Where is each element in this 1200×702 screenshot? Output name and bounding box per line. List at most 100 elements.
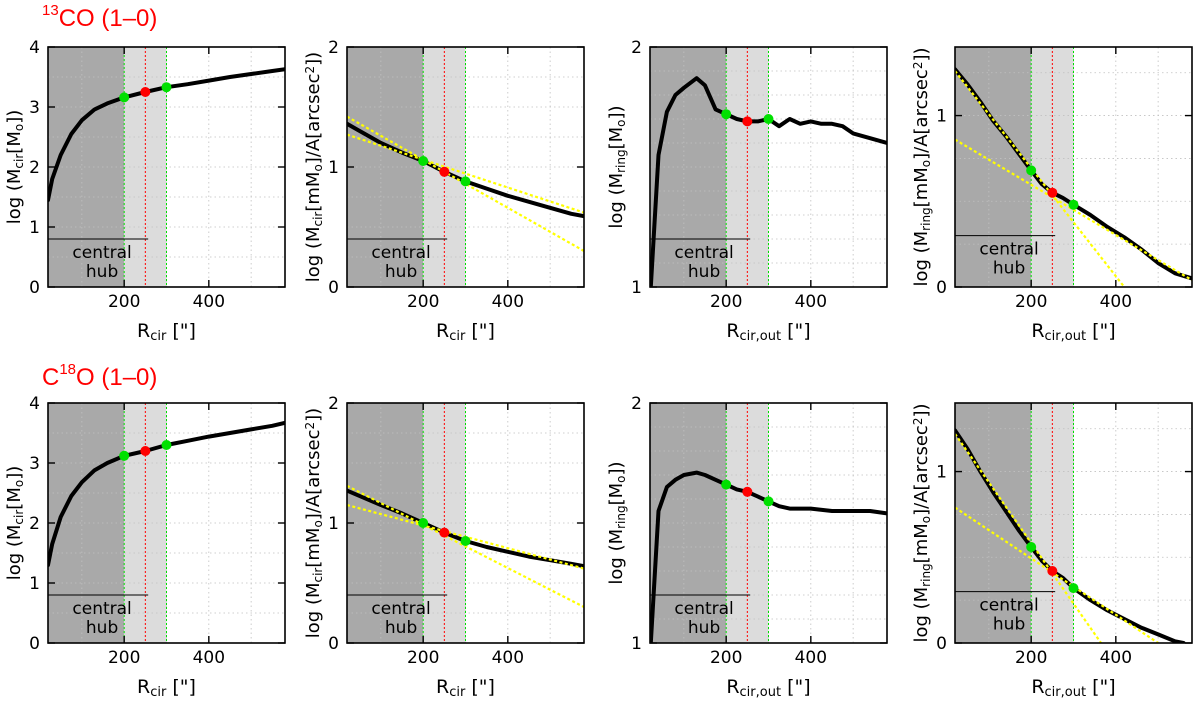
fit-line-1 (347, 484, 584, 608)
central-hub-region (955, 403, 1032, 643)
hub-label-line-1: central (72, 599, 131, 619)
plot-frame (954, 46, 1193, 288)
y-tick-label: 1 (631, 634, 642, 654)
x-tick-label: 400 (1100, 292, 1132, 312)
y-axis-label: log (Mcir[Mo]) (4, 466, 26, 581)
x-tick-label: 400 (492, 648, 524, 668)
y-axis-label: log (Mring[mMo]/A[arcsec2]) (911, 403, 933, 642)
hub-label-line-2: hub (385, 262, 417, 282)
x-tick-label: 200 (108, 292, 140, 312)
title-prefix: C (42, 364, 60, 391)
x-axis-label: Rcir ["] (436, 676, 495, 700)
hub-label-line-2: hub (688, 618, 720, 638)
green-marker (721, 109, 732, 120)
red-marker (439, 527, 450, 538)
y-tick-label: 2 (631, 38, 642, 58)
x-tick-label: 200 (710, 292, 742, 312)
x-tick-label: 200 (1015, 292, 1047, 312)
y-axis-label: log (Mring[Mo]) (606, 105, 628, 228)
x-tick-label: 400 (492, 292, 524, 312)
x-axis-label: Rcir,out ["] (1031, 320, 1115, 344)
x-tick-label: 200 (108, 648, 140, 668)
hub-label-line-1: central (674, 243, 733, 263)
green-marker (119, 450, 130, 461)
y-tick-label: 1 (328, 514, 339, 534)
x-tick-label: 200 (407, 648, 439, 668)
red-marker (439, 166, 450, 177)
y-tick-label: 0 (328, 634, 339, 654)
y-tick-label: 1 (29, 218, 40, 238)
y-tick-label: 0 (29, 634, 40, 654)
red-marker (1047, 187, 1058, 198)
y-axis-label: log (Mring[mMo]/A[arcsec2]) (911, 47, 933, 286)
hub-label-line-2: hub (385, 618, 417, 638)
data-series-line (650, 470, 887, 643)
y-tick-label: 2 (29, 514, 40, 534)
plot-frame (954, 402, 1193, 644)
data-series-line (955, 428, 1186, 643)
hub-label-line-2: hub (86, 262, 118, 282)
x-axis-label: Rcir,out ["] (726, 676, 810, 700)
y-tick-label: 1 (631, 278, 642, 298)
green-marker (721, 479, 732, 490)
y-tick-label: 0 (29, 278, 40, 298)
green-marker (763, 496, 774, 507)
y-tick-label: 1 (328, 158, 339, 178)
red-marker (140, 446, 151, 456)
y-axis-label: log (Mring[Mo]) (606, 461, 628, 584)
hub-label-line-1: central (371, 243, 430, 263)
x-tick-label: 400 (193, 648, 225, 668)
fit-line-2 (955, 138, 1192, 282)
x-axis-label: Rcir ["] (436, 320, 495, 344)
green-marker (418, 518, 429, 528)
y-tick-label: 0 (936, 634, 947, 654)
green-marker (418, 156, 429, 166)
data-series-line (955, 67, 1192, 281)
y-tick-label: 1 (936, 107, 947, 127)
y-tick-label: 3 (29, 454, 40, 474)
x-axis-label: Rcir,out ["] (1031, 676, 1115, 700)
x-tick-label: 200 (1015, 648, 1047, 668)
red-marker (140, 87, 151, 97)
y-tick-label: 2 (328, 394, 339, 414)
x-tick-label: 400 (795, 648, 827, 668)
hub-label-line-2: hub (86, 618, 118, 638)
green-marker (1026, 165, 1037, 176)
y-tick-label: 2 (29, 158, 40, 178)
green-marker (161, 82, 172, 93)
y-tick-label: 0 (936, 278, 947, 298)
green-marker (763, 114, 774, 124)
row-title-c18o: C18O (1–0) (42, 361, 157, 392)
y-tick-label: 1 (936, 463, 947, 483)
green-marker (161, 440, 172, 450)
hub-label-line-1: central (979, 596, 1038, 616)
row-title-13co: 13CO (1–0) (42, 2, 157, 33)
y-tick-label: 4 (29, 38, 40, 58)
fit-line-1 (347, 115, 584, 252)
y-tick-label: 2 (328, 38, 339, 58)
plot-frame (649, 402, 888, 644)
green-marker (460, 176, 471, 187)
hub-label-line-1: central (371, 599, 430, 619)
y-tick-label: 3 (29, 98, 40, 118)
red-marker (1047, 566, 1058, 576)
data-series-line (650, 76, 887, 287)
y-tick-label: 0 (328, 278, 339, 298)
title-isotope-superscript: 13 (42, 2, 59, 19)
x-axis-label: Rcir ["] (137, 676, 196, 700)
red-marker (742, 486, 753, 497)
title-isotope-superscript: 18 (59, 361, 77, 378)
